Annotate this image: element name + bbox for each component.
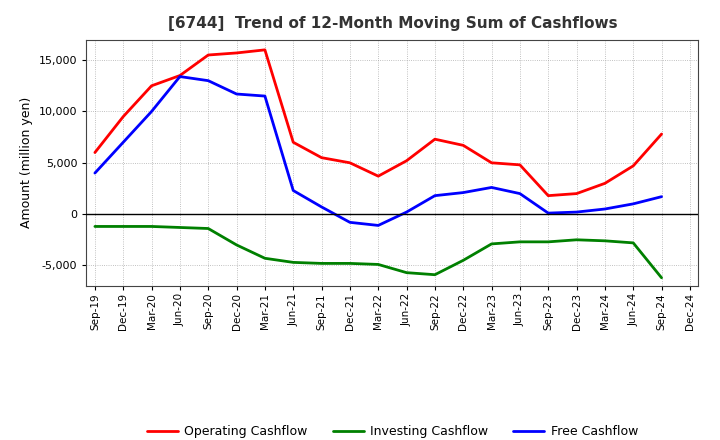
Investing Cashflow <box>600 238 609 243</box>
Free Cashflow <box>119 139 127 145</box>
Operating Cashflow <box>289 139 297 145</box>
Investing Cashflow <box>176 225 184 230</box>
Investing Cashflow <box>233 242 241 248</box>
Free Cashflow <box>431 193 439 198</box>
Operating Cashflow <box>346 160 354 165</box>
Operating Cashflow <box>91 150 99 155</box>
Free Cashflow <box>318 204 326 209</box>
Free Cashflow <box>402 209 411 215</box>
Free Cashflow <box>487 185 496 190</box>
Operating Cashflow <box>261 47 269 52</box>
Legend: Operating Cashflow, Investing Cashflow, Free Cashflow: Operating Cashflow, Investing Cashflow, … <box>142 420 643 440</box>
Operating Cashflow <box>487 160 496 165</box>
Investing Cashflow <box>459 258 467 263</box>
Investing Cashflow <box>657 275 666 280</box>
Operating Cashflow <box>657 132 666 137</box>
Investing Cashflow <box>431 272 439 277</box>
Investing Cashflow <box>148 224 156 229</box>
Operating Cashflow <box>374 173 382 179</box>
Operating Cashflow <box>459 143 467 148</box>
Free Cashflow <box>459 190 467 195</box>
Line: Free Cashflow: Free Cashflow <box>95 77 662 225</box>
Free Cashflow <box>629 201 637 206</box>
Free Cashflow <box>572 209 581 215</box>
Free Cashflow <box>544 210 552 216</box>
Line: Investing Cashflow: Investing Cashflow <box>95 227 662 278</box>
Free Cashflow <box>346 220 354 225</box>
Free Cashflow <box>516 191 524 196</box>
Operating Cashflow <box>233 50 241 55</box>
Operating Cashflow <box>318 155 326 160</box>
Investing Cashflow <box>516 239 524 245</box>
Operating Cashflow <box>544 193 552 198</box>
Investing Cashflow <box>487 241 496 246</box>
Investing Cashflow <box>544 239 552 245</box>
Operating Cashflow <box>119 114 127 119</box>
Operating Cashflow <box>176 73 184 78</box>
Line: Operating Cashflow: Operating Cashflow <box>95 50 662 196</box>
Investing Cashflow <box>374 262 382 267</box>
Investing Cashflow <box>318 261 326 266</box>
Investing Cashflow <box>204 226 212 231</box>
Free Cashflow <box>148 109 156 114</box>
Free Cashflow <box>600 206 609 212</box>
Free Cashflow <box>176 74 184 79</box>
Investing Cashflow <box>91 224 99 229</box>
Investing Cashflow <box>119 224 127 229</box>
Investing Cashflow <box>289 260 297 265</box>
Operating Cashflow <box>600 181 609 186</box>
Investing Cashflow <box>346 261 354 266</box>
Free Cashflow <box>91 170 99 176</box>
Title: [6744]  Trend of 12-Month Moving Sum of Cashflows: [6744] Trend of 12-Month Moving Sum of C… <box>168 16 617 32</box>
Investing Cashflow <box>572 237 581 242</box>
Free Cashflow <box>204 78 212 83</box>
Operating Cashflow <box>516 162 524 168</box>
Y-axis label: Amount (million yen): Amount (million yen) <box>20 97 33 228</box>
Investing Cashflow <box>261 256 269 261</box>
Operating Cashflow <box>629 163 637 169</box>
Operating Cashflow <box>431 136 439 142</box>
Free Cashflow <box>261 93 269 99</box>
Operating Cashflow <box>402 158 411 163</box>
Free Cashflow <box>657 194 666 199</box>
Investing Cashflow <box>402 270 411 275</box>
Operating Cashflow <box>572 191 581 196</box>
Free Cashflow <box>374 223 382 228</box>
Free Cashflow <box>289 188 297 193</box>
Operating Cashflow <box>204 52 212 58</box>
Operating Cashflow <box>148 83 156 88</box>
Free Cashflow <box>233 92 241 97</box>
Investing Cashflow <box>629 240 637 246</box>
